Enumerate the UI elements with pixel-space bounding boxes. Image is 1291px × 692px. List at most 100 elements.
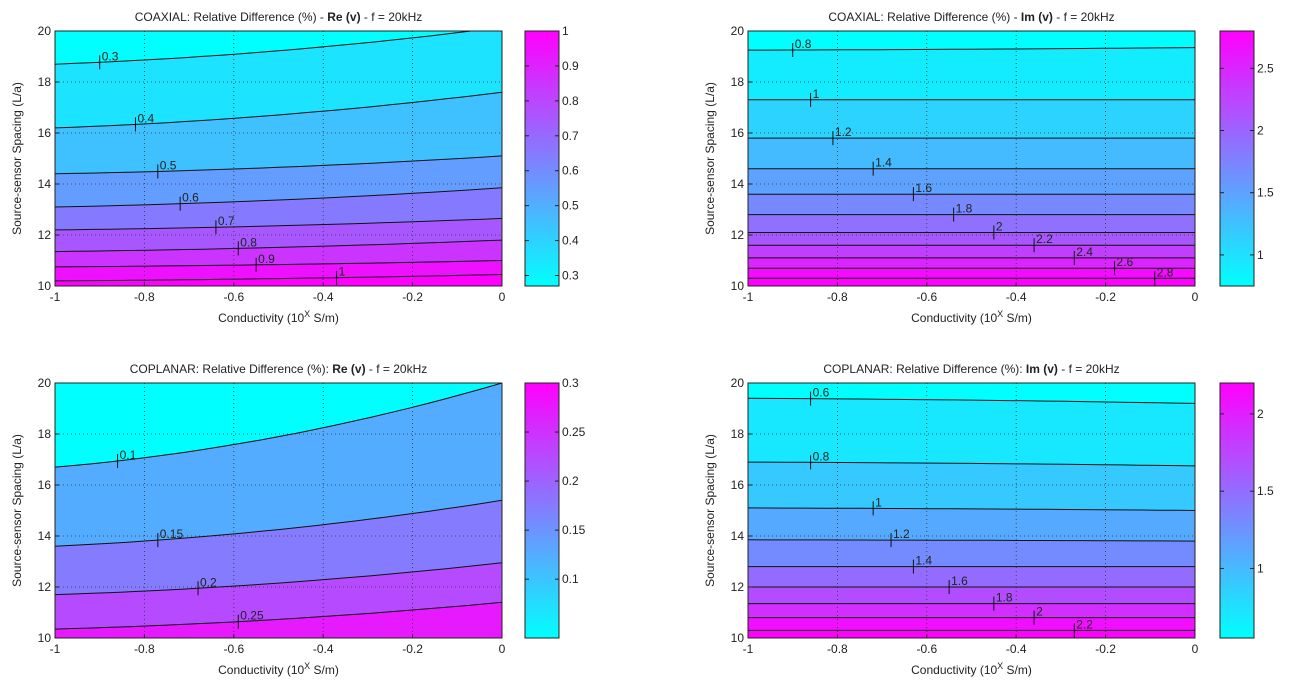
y-tick-label: 16 [731,478,745,492]
chart-title-prefix: COAXIAL: Relative Difference (%) - [135,10,328,24]
x-tick-label: -0.2 [402,290,423,304]
x-tick-label: -0.2 [1095,290,1116,304]
contour-label: 2.6 [1117,255,1134,269]
y-tick-label: 12 [38,580,52,594]
contour-line [748,47,1195,51]
contour-label: 1 [875,495,882,509]
colorbar-tick-label: 0.3 [562,376,579,390]
contour-label: 1.6 [951,574,968,588]
contour-label: 0.25 [240,609,264,623]
x-axis-label-main: Conductivity (10 [911,663,997,677]
y-axis-label: Source-sensor Spacing (L/a) [703,434,717,587]
x-tick-label: -0.4 [1006,642,1027,656]
grid [55,383,502,638]
y-tick-label: 10 [38,279,52,293]
y-tick-label: 20 [38,376,52,390]
chart-title: COAXIAL: Relative Difference (%) - Im (v… [828,10,1114,24]
y-tick-label: 12 [731,580,745,594]
contour-label: 0.9 [258,252,275,266]
contour-label: 0.6 [182,191,199,205]
y-axis-label: Source-sensor Spacing (L/a) [10,82,24,235]
x-tick-label: -0.4 [313,290,334,304]
chart-panel-2: 0.8 1 1.2 1.4 1.6 1.8 2 2.2 2.4 2.6 2.8 -1 -0.8 -0.6 -… [703,10,1274,325]
y-axis-label: Source-sensor Spacing (L/a) [10,434,24,587]
fill-band [748,630,1195,638]
x-tick-label: -0.8 [827,290,848,304]
grid [748,31,1195,286]
colorbar-tick-label: 1 [1257,248,1264,262]
fill-band [55,274,502,286]
contour-line [55,239,502,253]
contour-line [748,539,1195,542]
colorbar-tick-label: 1.5 [1257,186,1274,200]
y-tick-label: 12 [731,228,745,242]
fill-band [748,278,1195,286]
y-tick-label: 18 [38,427,52,441]
contour-label: 0.2 [200,575,217,589]
contour-label: 0.4 [137,111,154,125]
x-tick-label: -0.6 [223,642,244,656]
chart-title-suffix: - f = 20kHz [361,10,423,24]
y-tick-label: 18 [731,75,745,89]
x-axis-label: Conductivity (10X S/m) [218,309,339,325]
x-axis-label-main: Conductivity (10 [218,663,304,677]
colorbar-tick-label: 0.9 [562,59,579,73]
colorbar-tick-label: 0.4 [562,234,579,248]
axes-frame [54,382,503,639]
chart-panel-4: 0.6 0.8 1 1.2 1.4 1.6 1.8 2 2.2 -1 -0.8 -0.6 -0.4 -0.… [703,362,1274,677]
contour-label: 2 [1036,605,1043,619]
y-tick-label: 14 [38,529,52,543]
x-axis-label: Conductivity (10X S/m) [911,661,1032,677]
y-tick-label: 14 [731,177,745,191]
y-tick-label: 14 [38,177,52,191]
colorbar-tick-label: 2 [1257,407,1264,421]
x-axis-label-sup: X [997,309,1003,319]
contour-fill [55,31,502,286]
colorbar-gradient [524,30,560,287]
x-tick-label: 0 [499,290,506,304]
contour-line [55,187,502,208]
colorbar-tick-label: 0.6 [562,164,579,178]
contour-line [55,601,502,630]
x-axis-label-sup: X [304,661,310,671]
x-axis-label-tail: S/m) [310,311,339,325]
x-axis-label-tail: S/m) [1003,311,1032,325]
colorbar: 1 1.5 2 2.5 [1219,30,1274,287]
colorbar-tick-label: 0.1 [562,572,579,586]
x-tick-label: -1 [50,290,61,304]
contour-label: 0.1 [120,448,137,462]
y-tick-label: 10 [731,279,745,293]
y-tick-label: 16 [38,478,52,492]
fill-band [55,602,502,638]
contour-label: 1.8 [996,591,1013,605]
y-tick-label: 16 [38,126,52,140]
colorbar: 11.52 [1219,382,1274,639]
x-axis-label: Conductivity (10X S/m) [218,661,339,677]
contour-fill [748,383,1195,638]
colorbar-tick-label: 1 [562,24,569,38]
contour-line [55,562,502,596]
contour-label: 1 [813,87,820,101]
y-axis-label: Source-sensor Spacing (L/a) [703,82,717,235]
x-tick-label: -0.6 [916,642,937,656]
chart-title-bold: Re (v) [327,10,360,24]
contour-label: 0.8 [813,449,830,463]
colorbar-gradient [1219,382,1255,639]
contour-line [55,274,502,282]
x-axis-label: Conductivity (10X S/m) [911,309,1032,325]
colorbar-tick-label: 0.5 [562,199,579,213]
x-tick-label: -1 [743,290,754,304]
x-tick-label: -0.8 [134,642,155,656]
contour-label: 1.2 [893,527,910,541]
x-tick-label: -0.8 [134,290,155,304]
axes-frame [747,382,1196,639]
x-tick-label: 0 [1192,290,1199,304]
contour-line [55,383,502,468]
y-tick-label: 20 [38,24,52,38]
contour-label: 1.6 [915,181,932,195]
x-axis-label-main: Conductivity (10 [218,311,304,325]
chart-title: COPLANAR: Relative Difference (%): Im (v… [823,362,1119,376]
y-tick-label: 20 [731,24,745,38]
contour-line [748,507,1195,511]
contour-label: 0.3 [102,49,119,63]
